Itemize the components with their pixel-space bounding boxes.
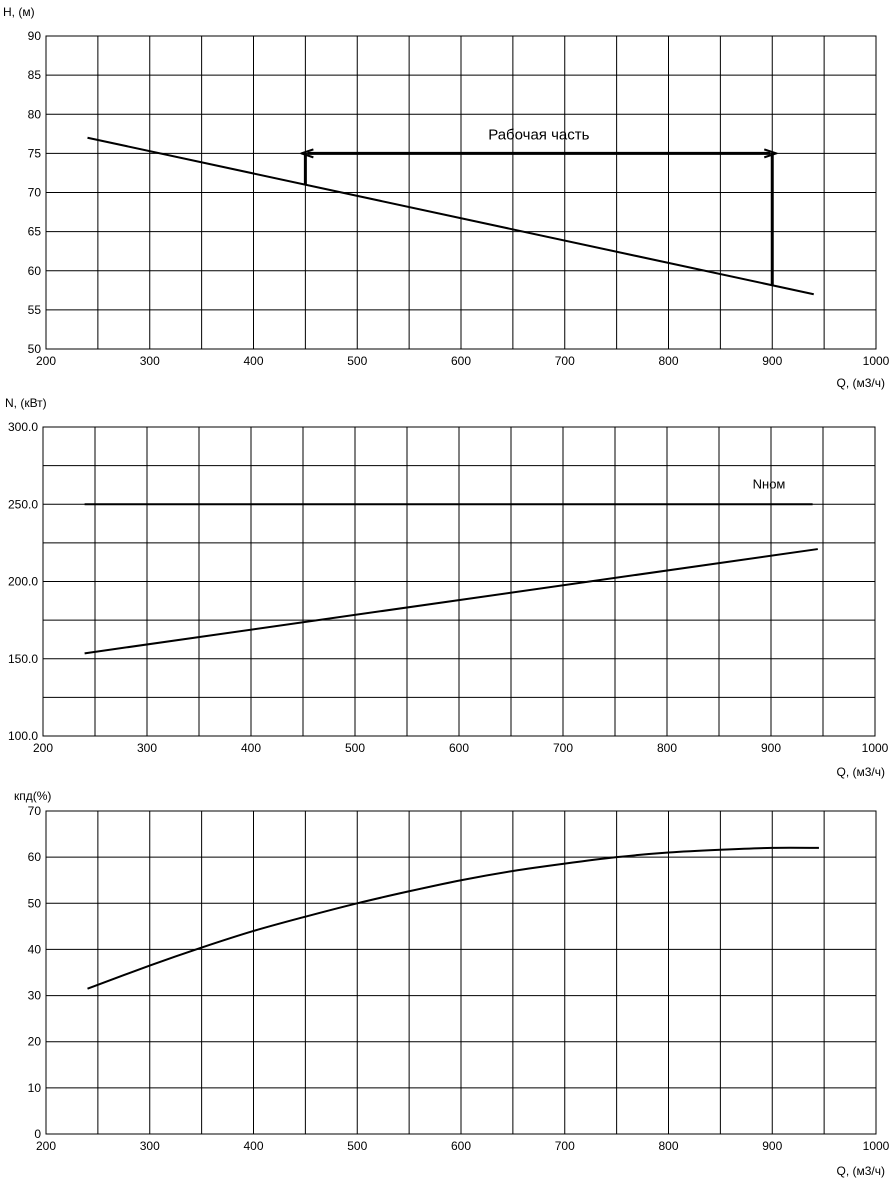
series-line-0 — [87, 136, 814, 296]
head-chart-annotations: Рабочая часть — [305, 126, 772, 286]
y-tick-label: 250.0 — [8, 497, 38, 511]
head-chart-y-axis-label: H, (м) — [3, 5, 35, 19]
series-line-1 — [84, 548, 818, 655]
y-tick-label: 85 — [28, 68, 42, 82]
y-tick-label: 30 — [28, 989, 42, 1003]
x-tick-label: 300 — [140, 354, 160, 368]
x-tick-label: 800 — [657, 741, 677, 755]
power-chart-tick-labels: 200 300 400 500 600 700 800 900 1000 100.0 150.0 20… — [8, 420, 889, 755]
x-tick-label: 600 — [449, 741, 469, 755]
x-tick-label: 700 — [553, 741, 573, 755]
y-tick-label: 150.0 — [8, 652, 38, 666]
y-tick-label: 60 — [28, 264, 42, 278]
x-tick-label: 900 — [762, 354, 782, 368]
y-tick-label: 65 — [28, 225, 42, 239]
power-chart-annotations: Nном — [753, 476, 786, 491]
x-tick-label: 1000 — [863, 354, 890, 368]
x-tick-label: 900 — [762, 1139, 782, 1153]
y-tick-label: 300.0 — [8, 420, 38, 434]
x-tick-label: 500 — [347, 1139, 367, 1153]
x-tick-label: 1000 — [862, 741, 889, 755]
y-tick-label: 55 — [28, 303, 42, 317]
x-tick-label: 700 — [555, 1139, 575, 1153]
efficiency-chart-x-axis-label: Q, (м3/ч) — [836, 1164, 885, 1178]
series-line-0 — [87, 846, 819, 990]
efficiency-chart-y-axis-label: кпд(%) — [14, 789, 51, 803]
head-chart-tick-labels: 200 300 400 500 600 700 800 900 1000 50 55 60 65 70 75… — [28, 29, 890, 368]
x-tick-label: 800 — [658, 1139, 678, 1153]
y-tick-label: 20 — [28, 1035, 42, 1049]
series-name-label: Nном — [753, 476, 786, 491]
y-tick-label: 70 — [28, 804, 42, 818]
x-tick-label: 600 — [451, 354, 471, 368]
x-tick-label: 500 — [347, 354, 367, 368]
x-tick-label: 900 — [761, 741, 781, 755]
head-chart-grid — [45, 35, 877, 350]
y-tick-label: 10 — [28, 1081, 42, 1095]
efficiency-chart: 200 300 400 500 600 700 800 900 1000 0 10 20 30 40 50 6… — [14, 789, 890, 1178]
head-chart-x-axis-label: Q, (м3/ч) — [836, 376, 885, 390]
plot-frame — [45, 35, 877, 350]
y-tick-label: 0 — [34, 1127, 41, 1141]
x-tick-label: 200 — [36, 354, 56, 368]
y-tick-label: 70 — [28, 186, 42, 200]
y-tick-label: 80 — [28, 107, 42, 121]
power-chart-grid — [42, 426, 876, 737]
plot-frame — [45, 810, 877, 1135]
x-tick-label: 300 — [140, 1139, 160, 1153]
y-tick-label: 60 — [28, 850, 42, 864]
working-range-label: Рабочая часть — [488, 126, 589, 143]
head-chart-series — [87, 136, 814, 296]
x-tick-label: 200 — [33, 741, 53, 755]
power-chart-x-axis-label: Q, (м3/ч) — [836, 765, 885, 779]
x-tick-label: 400 — [243, 1139, 263, 1153]
x-tick-label: 400 — [241, 741, 261, 755]
x-tick-label: 200 — [36, 1139, 56, 1153]
head-chart: Рабочая часть 200 300 400 500 600 700 800 900 10… — [3, 5, 890, 390]
efficiency-chart-series — [87, 846, 819, 990]
x-tick-label: 800 — [658, 354, 678, 368]
y-tick-label: 200.0 — [8, 575, 38, 589]
efficiency-chart-tick-labels: 200 300 400 500 600 700 800 900 1000 0 10 20 30 40 50 6… — [28, 804, 890, 1153]
y-tick-label: 50 — [28, 896, 42, 910]
x-tick-label: 300 — [137, 741, 157, 755]
power-chart-y-axis-label: N, (кВт) — [5, 396, 47, 410]
plot-frame — [42, 426, 876, 737]
efficiency-chart-grid — [45, 810, 877, 1135]
y-tick-label: 50 — [28, 342, 42, 356]
x-tick-label: 1000 — [863, 1139, 890, 1153]
x-tick-label: 500 — [345, 741, 365, 755]
power-chart-series — [84, 503, 818, 655]
power-chart: Nном 200 300 400 500 600 700 800 900 1000 100.0 15… — [5, 396, 889, 779]
x-tick-label: 600 — [451, 1139, 471, 1153]
y-tick-label: 40 — [28, 942, 42, 956]
y-tick-label: 75 — [28, 146, 42, 160]
x-tick-label: 700 — [555, 354, 575, 368]
y-tick-label: 100.0 — [8, 729, 38, 743]
y-tick-label: 90 — [28, 29, 42, 43]
x-tick-label: 400 — [243, 354, 263, 368]
